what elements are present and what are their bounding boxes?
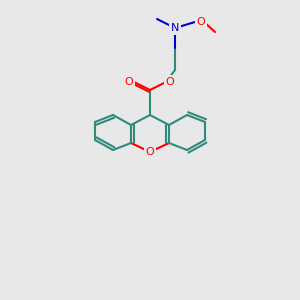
Text: N: N: [171, 23, 179, 33]
Text: O: O: [166, 77, 174, 87]
Text: O: O: [146, 147, 154, 157]
Text: O: O: [124, 77, 134, 87]
Text: O: O: [196, 17, 206, 27]
